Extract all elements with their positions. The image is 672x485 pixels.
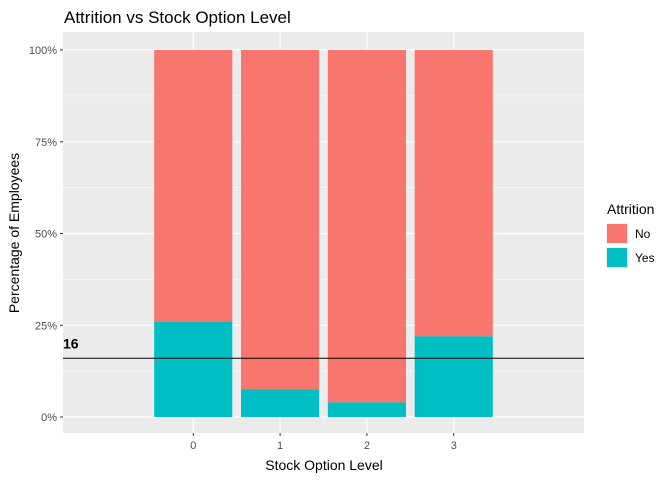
x-tick-label: 2: [364, 440, 370, 452]
bar-yes-0: [154, 321, 233, 417]
x-axis-title: Stock Option Level: [265, 457, 383, 473]
x-tick-label: 0: [190, 440, 196, 452]
bar-yes-1: [241, 389, 320, 417]
legend-label-yes: Yes: [635, 251, 655, 265]
y-tick-label: 25%: [35, 320, 57, 332]
legend-title: Attrition: [607, 201, 654, 217]
y-tick-label: 100%: [29, 45, 57, 57]
legend-swatch-no: [607, 224, 627, 243]
y-axis: 0% 25% 50% 75% 100%: [29, 45, 63, 424]
y-tick-label: 0%: [41, 412, 57, 424]
legend: Attrition No Yes: [606, 201, 655, 268]
y-tick-label: 75%: [35, 137, 57, 149]
x-axis: 0 1 2 3: [190, 433, 457, 452]
x-tick-label: 3: [451, 440, 457, 452]
panel-background: [63, 32, 584, 433]
bar-no-3: [414, 50, 493, 337]
bar-yes-2: [327, 402, 406, 417]
plot-panel: 16: [63, 32, 584, 433]
y-tick-label: 50%: [35, 229, 57, 241]
bar-yes-3: [414, 336, 493, 417]
reference-line-label: 16: [63, 335, 79, 351]
y-axis-title: Percentage of Employees: [6, 153, 22, 313]
chart-title: Attrition vs Stock Option Level: [64, 8, 291, 27]
bar-no-1: [241, 50, 320, 390]
bar-no-0: [154, 50, 233, 322]
legend-label-no: No: [635, 227, 651, 241]
x-tick-label: 1: [277, 440, 283, 452]
legend-swatch-yes: [607, 248, 627, 267]
bar-no-2: [327, 50, 406, 403]
